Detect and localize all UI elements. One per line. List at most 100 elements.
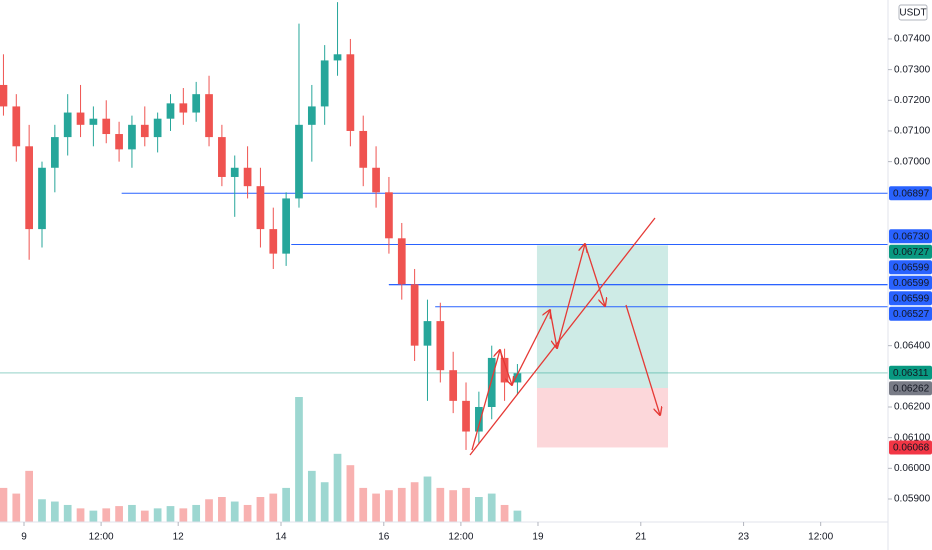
trend-line [469, 217, 656, 456]
y-tick-label: 0.07000 [894, 156, 931, 167]
y-tick-label: 0.06400 [894, 340, 931, 351]
volume-bar [436, 487, 445, 522]
volume-bar [63, 504, 72, 522]
volume-bar [372, 493, 380, 522]
price-label-box [889, 244, 932, 259]
candle-body [166, 103, 175, 119]
volume-bar [76, 508, 85, 522]
arrow [584, 243, 605, 306]
candle-body [307, 106, 316, 125]
price-label: 0.06311 [893, 368, 929, 379]
arrow [499, 349, 512, 385]
candle-body [192, 94, 201, 113]
volume-bar [513, 510, 522, 522]
price-label: 0.06527 [893, 309, 930, 320]
volume-bar [346, 465, 355, 522]
price-label-box [889, 365, 932, 380]
candle-body [128, 124, 136, 150]
x-tick-label: 12 [173, 532, 185, 543]
x-tick-label: 9 [21, 532, 27, 543]
candle-body [102, 118, 111, 135]
candle-body [38, 167, 46, 230]
candle-body [230, 167, 239, 177]
candle-body [256, 186, 265, 230]
candle-body [63, 112, 72, 138]
y-tick-label: 0.06100 [894, 432, 931, 443]
price-label-box [889, 229, 932, 244]
candle-body [140, 124, 149, 138]
volume-bar [115, 506, 123, 522]
candle-body [372, 167, 380, 193]
y-tick-label: 0.07100 [894, 126, 931, 137]
loss-zone [536, 387, 669, 448]
volume-bar [475, 497, 483, 522]
volume-bar [256, 497, 265, 522]
y-tick-label: 0.07300 [894, 64, 931, 75]
volume-bar [230, 501, 239, 522]
candle-body [295, 124, 303, 199]
volume-bar [397, 487, 406, 522]
candle-body [243, 167, 252, 187]
profit-zone [536, 245, 669, 388]
arrow [511, 310, 550, 386]
candle-body [12, 106, 21, 147]
candle-body [475, 406, 483, 432]
candle-body [50, 137, 59, 168]
candle-body [205, 94, 213, 138]
price-label: 0.06897 [893, 188, 930, 199]
price-label: 0.06599 [893, 293, 930, 304]
volume-bar [218, 497, 226, 522]
volume-bar [307, 470, 316, 522]
candle-body [487, 357, 496, 407]
x-tick-label: 12:00 [89, 532, 114, 543]
x-tick-label: 12:00 [808, 532, 833, 543]
candle-body [333, 54, 342, 61]
volume-bar [410, 482, 419, 522]
candle-body [346, 54, 355, 131]
y-tick-label: 0.06000 [894, 463, 931, 474]
candle-body [89, 118, 98, 125]
volume-bar [128, 504, 136, 522]
x-tick-label: 16 [378, 532, 390, 543]
volume-bar [25, 470, 33, 522]
candle-body [436, 321, 445, 371]
candle-body [218, 137, 226, 177]
volume-bar [385, 490, 393, 522]
x-tick-label: 23 [738, 532, 750, 543]
price-label-box [889, 381, 932, 396]
volume-bar [153, 508, 162, 522]
candle-body [76, 112, 85, 125]
volume-bar [423, 476, 432, 522]
candle-body [423, 321, 432, 346]
price-label-box [889, 440, 932, 455]
candle-body [462, 400, 470, 432]
volume-bar [50, 501, 59, 522]
drawings [469, 217, 660, 456]
candle-body [500, 357, 509, 383]
price-label: 0.06730 [893, 231, 930, 242]
volume-bar [89, 510, 98, 522]
volume-bar [295, 397, 303, 522]
y-tick-label: 0.07400 [894, 34, 931, 45]
volume-bar [487, 493, 496, 522]
candle-body [385, 192, 393, 239]
volume-bar [12, 493, 21, 522]
currency: USDT [899, 8, 926, 19]
price-label-box [889, 260, 932, 275]
candle-body [153, 118, 162, 138]
price-label-box [889, 186, 932, 201]
y-tick-label: 0.07200 [894, 95, 931, 106]
price-label: 0.06599 [893, 278, 930, 289]
volume-bar [269, 493, 278, 522]
candle-body [0, 84, 8, 107]
volume-bar [320, 482, 329, 522]
arrow [471, 350, 500, 451]
candle-body [513, 373, 522, 383]
x-tick-label: 21 [635, 532, 647, 543]
arrow [556, 244, 585, 349]
candle-body [115, 134, 123, 150]
arrow [549, 309, 557, 348]
candle-body [25, 146, 33, 230]
